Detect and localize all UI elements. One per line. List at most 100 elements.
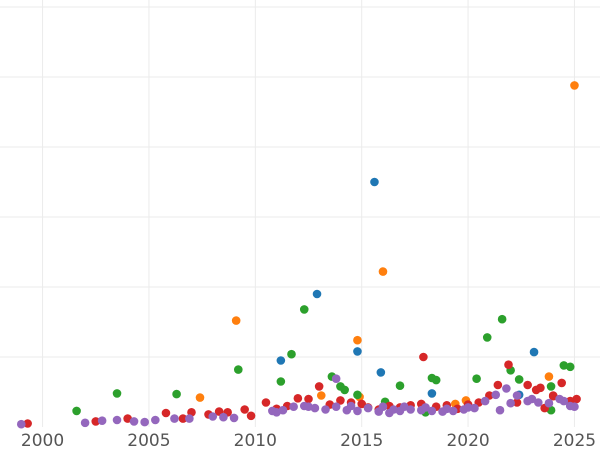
data-point <box>491 390 501 400</box>
data-point <box>23 419 32 428</box>
x-tick-label: 2005 <box>127 431 170 450</box>
x-tick-label: 2025 <box>553 431 596 450</box>
data-point <box>514 375 524 384</box>
data-point <box>112 415 122 425</box>
data-point <box>91 417 101 426</box>
data-point <box>353 406 362 416</box>
data-point <box>246 411 256 421</box>
data-point <box>72 406 81 416</box>
data-point <box>346 401 356 411</box>
data-point <box>512 398 522 407</box>
data-point <box>482 333 492 342</box>
data-point <box>472 374 481 384</box>
data-point <box>304 402 313 412</box>
grid-layer <box>0 0 600 427</box>
data-point <box>497 314 507 324</box>
data-point <box>112 389 122 398</box>
data-point <box>331 402 341 412</box>
data-point <box>178 414 188 423</box>
data-point <box>557 378 567 388</box>
data-point <box>195 393 205 402</box>
data-point <box>504 360 513 370</box>
data-point <box>463 403 473 412</box>
data-point <box>523 380 532 390</box>
x-tick-label: 2010 <box>234 431 277 450</box>
data-point <box>546 382 556 391</box>
data-point <box>231 316 241 325</box>
data-point <box>353 390 362 400</box>
data-point <box>340 385 349 395</box>
data-point <box>502 384 511 393</box>
data-point <box>293 394 303 403</box>
data-point <box>427 389 437 398</box>
data-point <box>240 405 249 414</box>
data-point <box>427 406 437 416</box>
data-point <box>370 177 379 187</box>
data-point <box>421 403 430 412</box>
data-point <box>170 414 179 423</box>
data-point <box>495 405 505 415</box>
data-point <box>570 402 579 412</box>
data-point <box>336 396 345 405</box>
x-tick-label: 2020 <box>446 431 489 450</box>
data-point <box>399 402 409 412</box>
data-point <box>97 416 107 426</box>
data-point <box>233 365 243 374</box>
data-point <box>151 415 160 425</box>
data-point <box>480 396 490 406</box>
data-point <box>389 405 398 414</box>
data-point <box>544 398 554 408</box>
data-point <box>378 402 388 412</box>
data-point <box>299 305 309 314</box>
data-point <box>287 349 296 359</box>
data-point <box>357 399 367 409</box>
data-point <box>331 374 341 384</box>
data-point <box>276 356 286 365</box>
data-point <box>572 394 581 404</box>
data-point <box>493 380 503 390</box>
data-point <box>431 375 441 385</box>
data-point <box>289 402 298 412</box>
data-point <box>261 398 271 407</box>
data-point <box>219 412 228 422</box>
data-point <box>314 382 324 391</box>
data-point <box>353 347 362 356</box>
data-point <box>529 347 539 357</box>
data-point <box>442 404 452 414</box>
x-tick-label: 2015 <box>340 431 383 450</box>
data-point <box>129 417 139 426</box>
data-point <box>565 362 575 372</box>
data-point <box>316 391 326 400</box>
data-point <box>506 398 515 408</box>
data-point <box>470 403 479 413</box>
data-point <box>533 398 543 407</box>
tick-labels: 2000 2005 2010 2015 2020 2025 <box>21 431 596 450</box>
data-point <box>395 381 405 391</box>
data-point <box>140 417 149 427</box>
data-point <box>559 396 569 406</box>
data-point <box>229 413 239 423</box>
data-point <box>527 394 537 404</box>
data-point <box>16 419 26 429</box>
data-point <box>172 389 181 399</box>
data-point <box>363 403 373 413</box>
data-point <box>376 368 386 377</box>
data-point <box>312 289 322 299</box>
data-point <box>378 267 388 276</box>
data-point <box>321 405 330 414</box>
data-point <box>570 81 579 90</box>
data-point <box>512 391 522 400</box>
data-point <box>161 408 171 418</box>
data-point <box>80 418 90 428</box>
data-point <box>353 335 362 345</box>
x-tick-label: 2000 <box>21 431 64 450</box>
data-point <box>272 408 281 417</box>
points-layer <box>16 81 581 429</box>
data-point <box>544 372 554 381</box>
data-point <box>536 383 545 393</box>
data-point <box>304 394 313 404</box>
data-point <box>276 377 286 386</box>
data-point <box>185 414 194 423</box>
data-point <box>419 352 428 362</box>
